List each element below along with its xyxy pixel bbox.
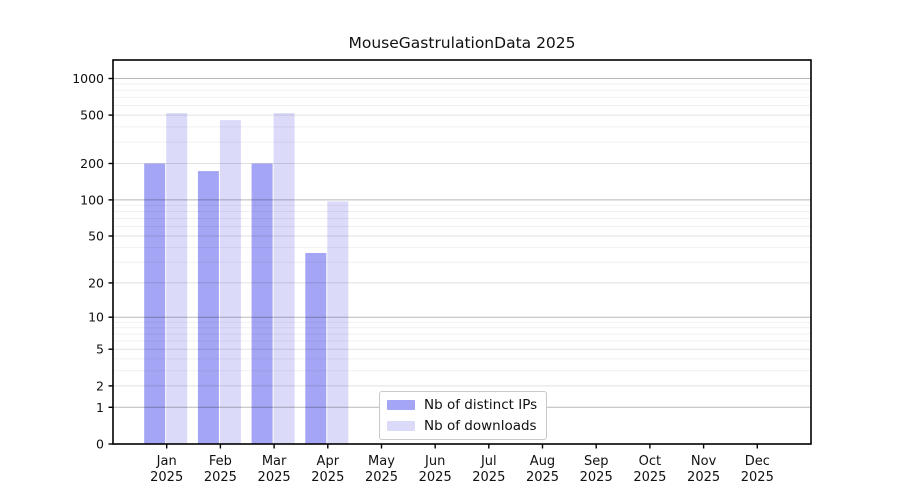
- axis-spines: [112, 59, 812, 445]
- bar-downloads: [166, 113, 188, 444]
- x-tick-label-month: Jun: [424, 454, 445, 469]
- legend-item-downloads: Nb of downloads: [387, 418, 537, 434]
- x-tick-label-year: 2025: [472, 470, 505, 485]
- y-tick-label: 500: [80, 108, 104, 123]
- bar-distinct-ips: [251, 163, 273, 444]
- y-tick-label: 50: [88, 229, 104, 244]
- x-tick-label-month: Feb: [209, 454, 232, 469]
- x-tick-label-year: 2025: [526, 470, 559, 485]
- bar-downloads: [219, 120, 241, 444]
- bar-distinct-ips: [197, 171, 219, 444]
- x-tick-label-month: Mar: [262, 454, 287, 469]
- y-tick-label: 100: [80, 192, 104, 207]
- x-tick-label-year: 2025: [687, 470, 720, 485]
- x-tick-label-month: Oct: [639, 454, 661, 469]
- x-tick-label-month: Apr: [317, 454, 340, 469]
- legend-swatch-distinct-ips: [387, 400, 415, 410]
- legend-label-distinct-ips: Nb of distinct IPs: [424, 397, 538, 413]
- x-tick-label-month: Sep: [584, 454, 609, 469]
- legend-swatch-downloads: [387, 421, 415, 431]
- x-tick-label-year: 2025: [204, 470, 237, 485]
- x-tick-label-month: Aug: [530, 454, 555, 469]
- x-tick-label-year: 2025: [741, 470, 774, 485]
- x-tick-label-month: May: [368, 454, 395, 469]
- x-tick-label-month: Jul: [480, 454, 497, 469]
- y-tick-label: 5: [96, 342, 104, 357]
- chart-title: MouseGastrulationData 2025: [348, 34, 576, 52]
- y-tick-label: 200: [80, 156, 104, 171]
- x-tick-label-year: 2025: [365, 470, 398, 485]
- x-tick-label-year: 2025: [633, 470, 666, 485]
- bar-distinct-ips: [144, 163, 166, 444]
- y-tick-label: 20: [88, 275, 104, 290]
- y-tick-label: 2: [96, 378, 104, 393]
- x-tick-label-year: 2025: [258, 470, 291, 485]
- y-tick-label: 1000: [72, 71, 104, 86]
- legend-label-downloads: Nb of downloads: [424, 418, 537, 434]
- bar-downloads: [327, 201, 349, 444]
- bar-downloads: [273, 113, 295, 444]
- legend: Nb of distinct IPs Nb of downloads: [379, 391, 548, 440]
- x-tick-label-year: 2025: [580, 470, 613, 485]
- x-tick-label-year: 2025: [419, 470, 452, 485]
- legend-item-distinct-ips: Nb of distinct IPs: [387, 397, 537, 413]
- y-tick-label: 0: [96, 437, 104, 452]
- bar-distinct-ips: [305, 253, 327, 444]
- x-tick-label-month: Nov: [691, 454, 717, 469]
- y-tick-label: 1: [96, 400, 104, 415]
- y-tick-label: 10: [88, 310, 104, 325]
- x-tick-label-month: Dec: [745, 454, 770, 469]
- x-tick-label-year: 2025: [150, 470, 183, 485]
- x-tick-label-month: Jan: [156, 454, 177, 469]
- x-tick-label-year: 2025: [311, 470, 344, 485]
